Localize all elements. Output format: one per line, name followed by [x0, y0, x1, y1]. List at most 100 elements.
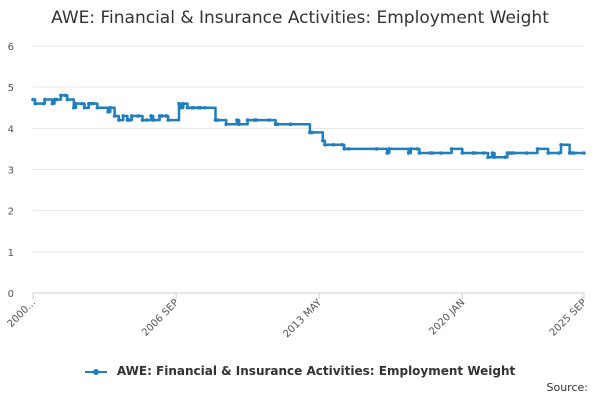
data-point: [151, 118, 156, 122]
y-tick-label: 2: [8, 207, 14, 218]
data-point: [331, 143, 336, 147]
data-point: [74, 101, 78, 106]
data-point: [572, 151, 576, 155]
data-point: [192, 105, 196, 110]
data-point: [63, 93, 67, 98]
data-point: [535, 147, 540, 151]
data-point: [43, 97, 47, 102]
y-tick-label: 6: [8, 42, 14, 53]
data-point: [557, 151, 561, 155]
data-point: [215, 118, 220, 122]
data-point: [254, 118, 259, 122]
data-point: [486, 155, 490, 159]
chart-title: AWE: Financial & Insurance Activities: E…: [51, 8, 549, 28]
data-point: [129, 114, 134, 118]
x-tick-label: 2013 MAY: [282, 297, 325, 340]
data-point: [202, 105, 207, 110]
data-point: [503, 155, 508, 159]
legend-series-label: AWE: Financial & Insurance Activities: E…: [116, 364, 516, 378]
data-point: [144, 118, 149, 122]
data-point: [235, 118, 239, 122]
data-point: [559, 143, 563, 147]
data-point: [460, 151, 465, 155]
data-point: [91, 101, 95, 106]
y-tick-label: 5: [8, 83, 14, 94]
data-point: [288, 122, 293, 127]
data-point: [80, 101, 85, 106]
x-tick-label: 2000...: [6, 297, 39, 330]
data-point: [166, 118, 171, 122]
data-point: [374, 147, 379, 151]
data-point: [159, 114, 164, 118]
data-point: [117, 118, 121, 122]
data-point: [54, 97, 59, 102]
data-point: [106, 110, 110, 114]
data-point: [490, 151, 495, 155]
data-point: [524, 151, 529, 155]
source-label: Source:: [546, 381, 589, 394]
data-point: [346, 147, 351, 151]
data-point: [112, 114, 117, 118]
y-axis-ticks: 0 1 2 3 4 5 6: [8, 42, 14, 300]
data-point: [310, 130, 314, 135]
data-point: [415, 147, 420, 151]
data-point: [430, 151, 435, 155]
data-point: [127, 118, 132, 122]
grid-lines: [33, 45, 584, 294]
data-point: [108, 105, 113, 110]
x-axis: 2000... 2006 SEP 2013 MAY 2020 JAN 2025 SEP: [6, 293, 589, 340]
data-point: [385, 151, 389, 155]
data-point: [267, 118, 271, 122]
data-point: [181, 101, 186, 106]
data-point: [33, 101, 37, 106]
data-point: [245, 118, 250, 122]
data-point: [320, 138, 325, 143]
data-point: [473, 151, 477, 155]
x-tick-label: 2006 SEP: [140, 297, 181, 338]
y-tick-label: 1: [8, 248, 14, 259]
data-point: [41, 101, 46, 106]
data-point: [65, 97, 70, 102]
data-point: [50, 101, 55, 106]
data-point: [439, 151, 443, 155]
data-point: [71, 105, 76, 110]
data-point: [512, 151, 516, 155]
series-layer: [31, 93, 586, 159]
data-point: [149, 114, 153, 118]
y-tick-label: 3: [8, 166, 14, 177]
data-point: [198, 105, 203, 110]
data-point: [275, 122, 280, 127]
data-point: [582, 151, 586, 155]
legend-series-swatch: [84, 367, 107, 377]
data-point: [164, 114, 168, 118]
data-point: [82, 105, 87, 110]
x-tick-label: 2020 JAN: [427, 297, 467, 337]
y-tick-label: 0: [8, 289, 14, 300]
y-tick-label: 4: [8, 124, 14, 135]
x-tick-label: 2025 SEP: [548, 297, 589, 338]
data-point: [185, 105, 190, 110]
data-point: [323, 143, 327, 147]
data-point: [340, 143, 344, 147]
data-point: [342, 147, 347, 151]
data-point: [387, 147, 392, 151]
data-point: [140, 118, 145, 122]
data-point: [449, 147, 454, 151]
data-point: [237, 122, 241, 127]
data-point: [136, 114, 140, 118]
data-point: [224, 122, 228, 127]
data-point: [406, 151, 411, 155]
data-point: [95, 105, 100, 110]
data-point: [31, 97, 35, 102]
data-point: [177, 101, 181, 106]
series-line: [33, 94, 584, 159]
data-point: [546, 151, 550, 155]
data-point: [179, 105, 183, 110]
data-point: [121, 114, 125, 118]
legend[interactable]: AWE: Financial & Insurance Activities: E…: [0, 364, 600, 378]
data-point: [481, 151, 486, 155]
data-point: [59, 93, 63, 98]
data-point: [492, 155, 497, 159]
data-point: [408, 147, 413, 151]
